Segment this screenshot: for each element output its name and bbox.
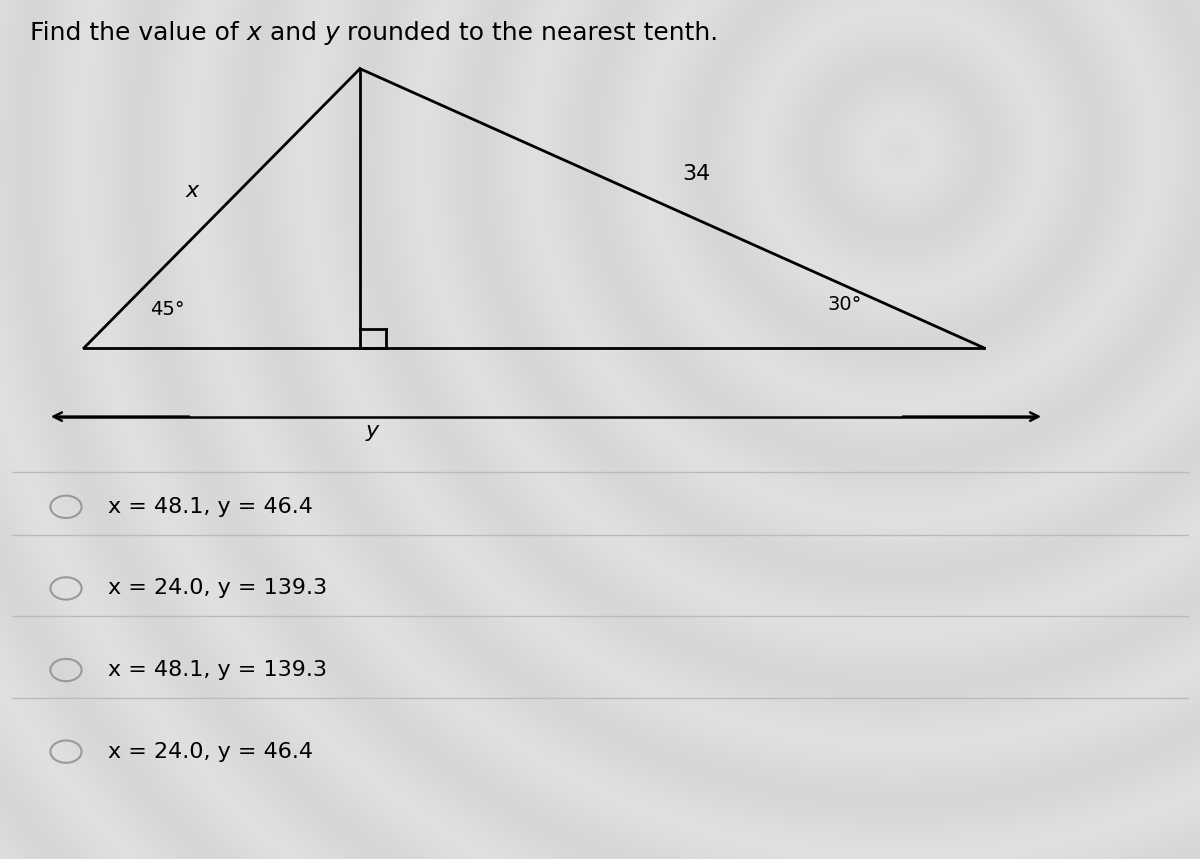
Text: x = 24.0, y = 46.4: x = 24.0, y = 46.4 (108, 741, 313, 762)
Text: y: y (324, 21, 340, 46)
Text: x: x (247, 21, 262, 46)
Text: rounded to the nearest tenth.: rounded to the nearest tenth. (340, 21, 719, 46)
Text: 45°: 45° (150, 300, 185, 319)
Text: 34: 34 (682, 164, 710, 184)
Text: and: and (262, 21, 324, 46)
Text: x = 48.1, y = 46.4: x = 48.1, y = 46.4 (108, 497, 313, 517)
Text: 30°: 30° (828, 295, 863, 314)
Text: Find the value of: Find the value of (30, 21, 247, 46)
Text: x = 48.1, y = 139.3: x = 48.1, y = 139.3 (108, 660, 326, 680)
Text: x: x (186, 181, 198, 201)
Text: x = 24.0, y = 139.3: x = 24.0, y = 139.3 (108, 578, 328, 599)
Text: y: y (366, 421, 378, 441)
